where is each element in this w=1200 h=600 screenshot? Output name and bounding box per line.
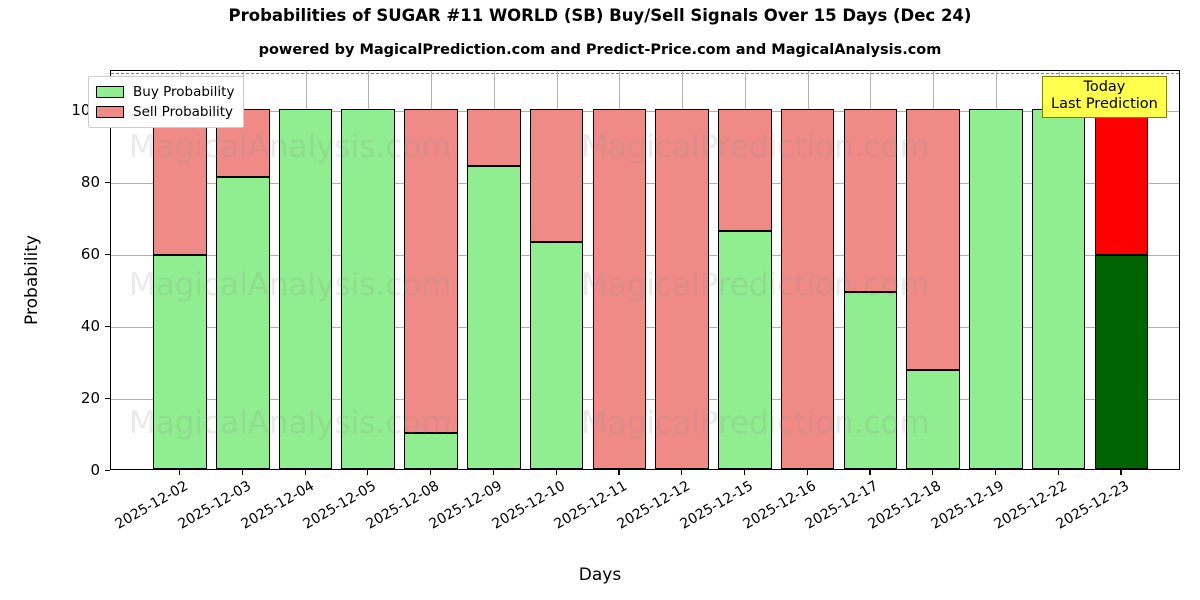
today-annotation: Today Last Prediction (1042, 76, 1167, 119)
bar-segment-buy (153, 254, 207, 469)
bar-segment-buy (1094, 254, 1149, 469)
x-axis-tick-mark (367, 470, 369, 475)
chart-title: Probabilities of SUGAR #11 WORLD (SB) Bu… (228, 6, 972, 25)
bar-segment-sell (655, 108, 709, 469)
bar-2025-12-04[interactable] (278, 71, 333, 469)
y-axis-tick-mark (105, 253, 110, 255)
x-axis-tick-mark (179, 470, 181, 475)
bar-segment-buy (278, 108, 333, 469)
today-annotation-line1: Today (1083, 79, 1126, 95)
x-axis-tick-mark (743, 470, 746, 475)
x-axis-tick-mark (618, 470, 620, 475)
legend-item-sell[interactable]: Sell Probability (96, 102, 234, 122)
legend-item-buy[interactable]: Buy Probability (96, 82, 234, 102)
y-axis-tick-label: 40 (80, 316, 100, 335)
chart-legend: Buy Probability Sell Probability (88, 76, 245, 128)
x-axis-tick-mark (555, 470, 557, 475)
bar-segment-buy (404, 432, 458, 469)
y-axis-tick-mark (105, 325, 110, 328)
bar-2025-12-10[interactable] (529, 71, 584, 469)
x-axis-tick-mark (304, 470, 306, 475)
x-axis-tick-mark (681, 470, 683, 475)
bar-segment-buy (969, 108, 1023, 469)
bar-segment-buy (843, 292, 898, 469)
bar-segment-sell (466, 108, 521, 167)
bar-segment-sell (529, 108, 584, 242)
bar-2025-12-12[interactable] (655, 71, 709, 469)
bar-2025-12-18[interactable] (906, 71, 960, 469)
x-axis-tick-mark (806, 470, 808, 475)
bar-segment-sell (780, 108, 835, 469)
bar-2025-12-17[interactable] (843, 71, 898, 469)
upper-dashed-gridline (111, 73, 1179, 75)
bar-segment-sell (153, 108, 207, 255)
bar-segment-sell (906, 108, 960, 370)
bar-2025-12-23[interactable] (1094, 71, 1149, 469)
x-axis-tick-mark (869, 470, 871, 475)
bar-2025-12-11[interactable] (592, 71, 647, 469)
bar-2025-12-02[interactable] (153, 71, 207, 469)
y-axis-tick-label: 60 (80, 244, 100, 263)
plot-area: MagicalAnalysis.com MagicalPrediction.com… (110, 70, 1180, 470)
legend-label-sell: Sell Probability (133, 104, 234, 120)
bar-segment-buy (215, 177, 270, 469)
chart-subtitle: powered by MagicalPrediction.com and Pre… (258, 42, 942, 58)
bar-segment-buy (529, 241, 584, 469)
y-axis-tick-mark (105, 397, 110, 400)
bar-segment-sell (843, 108, 898, 293)
x-axis-tick-mark (994, 470, 997, 475)
x-axis-tick-mark (492, 470, 494, 475)
y-axis-label: Probability (22, 235, 42, 325)
bar-segment-buy (1031, 108, 1086, 469)
bar-segment-sell (404, 108, 458, 433)
y-axis-tick-label: 80 (80, 172, 100, 191)
bar-2025-12-19[interactable] (969, 71, 1023, 469)
legend-swatch-buy (96, 86, 124, 98)
bar-segment-buy (466, 166, 521, 469)
bar-2025-12-15[interactable] (718, 71, 772, 469)
bar-segment-buy (906, 369, 960, 469)
bar-segment-sell (718, 108, 772, 232)
y-axis-tick-label: 0 (90, 461, 100, 479)
bar-segment-sell (1094, 108, 1149, 255)
x-axis-tick-mark (430, 470, 432, 475)
bar-2025-12-05[interactable] (341, 71, 396, 469)
y-axis-tick-mark (105, 470, 110, 472)
x-axis-tick-mark (1120, 470, 1122, 475)
x-axis-tick-mark (241, 470, 243, 475)
bar-2025-12-16[interactable] (780, 71, 835, 469)
legend-label-buy: Buy Probability (133, 84, 235, 100)
bar-2025-12-08[interactable] (404, 71, 458, 469)
y-axis-tick-mark (105, 181, 110, 183)
bar-segment-buy (718, 231, 772, 469)
bar-2025-12-03[interactable] (215, 71, 270, 469)
y-axis-tick-label: 20 (80, 388, 100, 407)
legend-swatch-sell (96, 106, 124, 118)
x-axis-tick-mark (1057, 470, 1059, 475)
bar-segment-buy (341, 108, 396, 469)
x-axis-label: Days (578, 565, 622, 585)
bar-segment-sell (592, 108, 647, 469)
bar-2025-12-09[interactable] (466, 71, 521, 469)
x-axis-tick-mark (932, 470, 934, 475)
bar-2025-12-22[interactable] (1031, 71, 1086, 469)
today-annotation-line2: Last Prediction (1051, 96, 1158, 113)
